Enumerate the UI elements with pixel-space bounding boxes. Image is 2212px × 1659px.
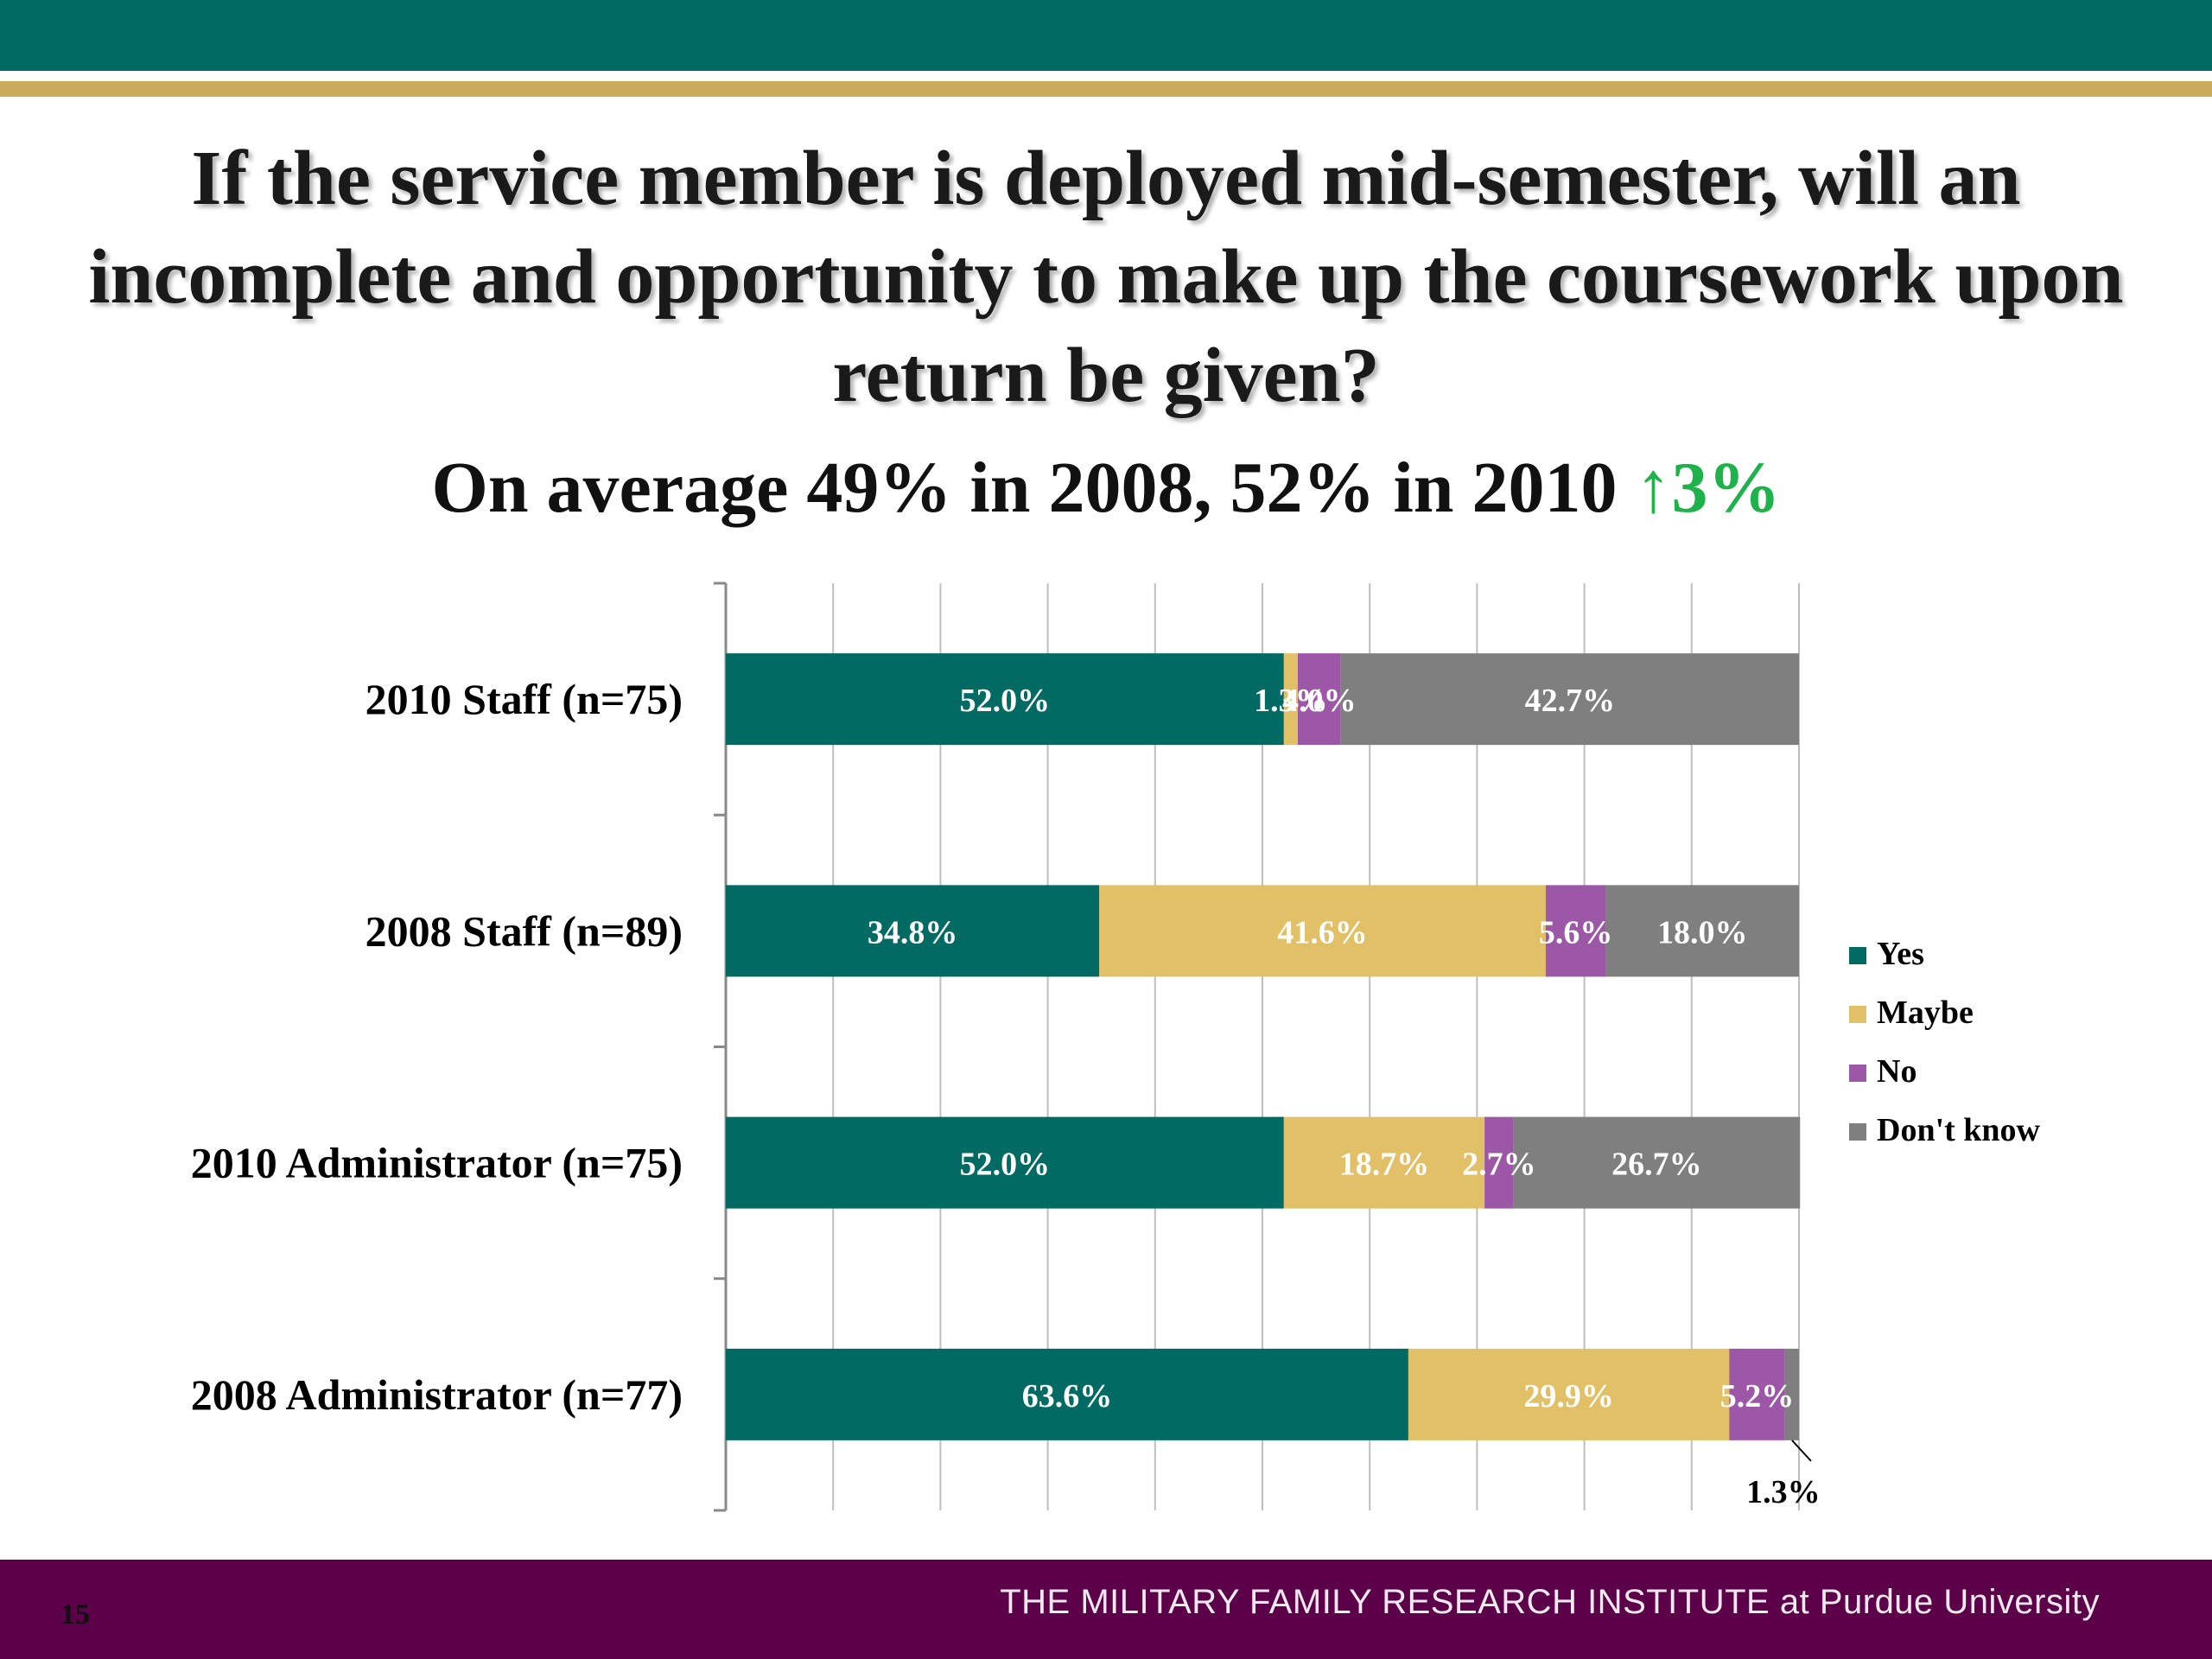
legend-label: No bbox=[1877, 1053, 1916, 1090]
bar-no bbox=[1545, 885, 1606, 977]
bar-maybe bbox=[1099, 885, 1546, 977]
legend-label: Don't know bbox=[1877, 1112, 2041, 1148]
bar-no bbox=[1729, 1348, 1785, 1440]
category-axis bbox=[714, 582, 728, 1512]
bar-yes bbox=[726, 1348, 1408, 1440]
bar-yes bbox=[726, 885, 1100, 977]
bar-segments bbox=[726, 653, 1801, 1440]
slide-subtitle: On average 49% in 2008, 52% in 2010 ↑3% bbox=[52, 445, 2160, 531]
data-label: 4.0% bbox=[1282, 683, 1357, 719]
data-label: 26.7% bbox=[1611, 1147, 1702, 1183]
category-labels: 2010 Staff (n=75) 2008 Staff (n=89) 2010 A… bbox=[191, 675, 683, 1419]
data-label: 2.7% bbox=[1462, 1147, 1536, 1183]
bar-yes bbox=[726, 653, 1284, 746]
bar-maybe bbox=[1408, 1348, 1730, 1440]
subtitle-delta: 3% bbox=[1671, 448, 1781, 528]
bar-maybe bbox=[1283, 653, 1298, 746]
data-label: 18.7% bbox=[1339, 1147, 1430, 1183]
slide-title: If the service member is deployed mid-se… bbox=[88, 136, 2124, 418]
bar-don-t-know bbox=[1784, 1348, 1799, 1440]
legend: Yes Maybe No Don't know bbox=[1849, 936, 2041, 1148]
institute-footer-text: THE MILITARY FAMILY RESEARCH INSTITUTE a… bbox=[1000, 1583, 2100, 1621]
category-label: 2010 Staff (n=75) bbox=[365, 675, 683, 723]
legend-swatch bbox=[1849, 947, 1866, 964]
data-label: 34.8% bbox=[868, 914, 958, 950]
subtitle-text: On average 49% in 2008, 52% in 2010 bbox=[431, 448, 1636, 528]
bar-don-t-know bbox=[1605, 885, 1799, 977]
data-label: 52.0% bbox=[960, 1147, 1051, 1183]
gold-divider bbox=[0, 81, 2212, 97]
data-label: 63.6% bbox=[1022, 1378, 1113, 1414]
data-label: 42.7% bbox=[1525, 683, 1616, 719]
bar-no bbox=[1484, 1116, 1514, 1209]
bar-no bbox=[1297, 653, 1341, 746]
bar-maybe bbox=[1283, 1116, 1485, 1209]
category-label: 2008 Administrator (n=77) bbox=[191, 1370, 683, 1419]
data-label: 5.2% bbox=[1720, 1378, 1795, 1414]
data-label: 29.9% bbox=[1523, 1378, 1614, 1414]
bar-don-t-know bbox=[1340, 653, 1799, 746]
legend-label: Yes bbox=[1877, 936, 1924, 972]
legend-swatch bbox=[1849, 1065, 1866, 1082]
legend-swatch bbox=[1849, 1123, 1866, 1141]
data-label: 1.3% bbox=[1254, 683, 1328, 719]
footer-bar bbox=[0, 1560, 2212, 1659]
legend-swatch bbox=[1849, 1006, 1866, 1023]
legend-label: Maybe bbox=[1877, 995, 1974, 1031]
category-label: 2008 Staff (n=89) bbox=[365, 906, 683, 955]
increase-arrow-icon: ↑ bbox=[1635, 448, 1672, 528]
bar-don-t-know bbox=[1513, 1116, 1801, 1209]
page-number: 15 bbox=[60, 1599, 90, 1630]
callout-leader-line bbox=[1791, 1440, 1812, 1462]
bar-yes bbox=[726, 1116, 1284, 1209]
data-label: 52.0% bbox=[960, 683, 1051, 719]
top-banner bbox=[0, 0, 2212, 71]
data-label: 41.6% bbox=[1277, 914, 1368, 950]
data-label: 1.3% bbox=[1746, 1474, 1821, 1510]
data-labels: 52.0% 1.3%4.0% 42.7%34.8% 41.6% 5.6% 18.0%52.… bbox=[868, 683, 1821, 1510]
data-label: 18.0% bbox=[1657, 914, 1748, 950]
category-label: 2010 Administrator (n=75) bbox=[191, 1139, 683, 1187]
data-label: 5.6% bbox=[1539, 914, 1613, 950]
